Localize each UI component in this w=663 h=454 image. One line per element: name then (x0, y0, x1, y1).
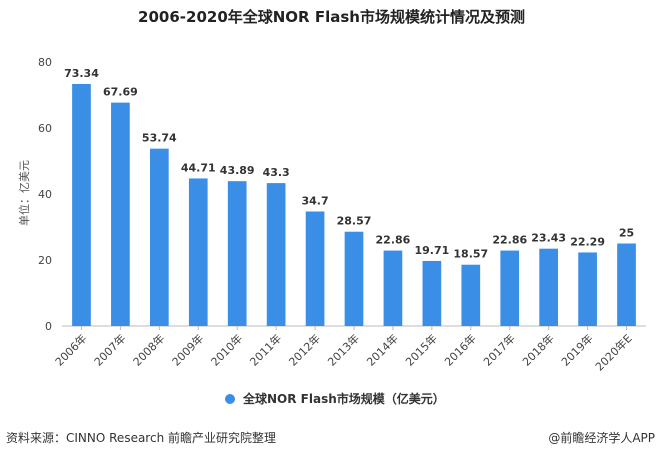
legend-marker (225, 394, 235, 404)
x-tick-label: 2008年 (130, 331, 167, 368)
bar-value-label: 23.43 (531, 232, 566, 245)
credit-note: @前瞻经济学人APP (548, 431, 655, 445)
bar (383, 250, 403, 326)
x-tick-label: 2020年E (592, 331, 634, 373)
y-tick-label: 60 (38, 122, 52, 135)
y-tick-label: 40 (38, 188, 52, 201)
x-tick-label: 2015年 (403, 331, 440, 368)
bar (227, 181, 247, 326)
bar-value-label: 67.69 (103, 86, 138, 99)
x-tick-label: 2011年 (247, 331, 284, 368)
x-tick-label: 2010年 (208, 331, 245, 368)
bar (305, 211, 325, 326)
x-tick-label: 2017年 (480, 331, 517, 368)
bar (266, 183, 286, 326)
x-tick-label: 2012年 (286, 331, 323, 368)
bar (539, 248, 559, 326)
x-tick-label: 2013年 (325, 331, 362, 368)
x-tick-label: 2018年 (519, 331, 556, 368)
bar-value-label: 43.89 (220, 164, 255, 177)
bar (422, 260, 442, 326)
bar-value-label: 44.71 (181, 161, 216, 174)
bar-value-label: 34.7 (301, 194, 328, 207)
bar-value-label: 73.34 (64, 67, 99, 80)
bar-value-label: 18.57 (453, 248, 488, 261)
chart-title: 2006-2020年全球NOR Flash市场规模统计情况及预测 (138, 8, 525, 26)
bar (461, 264, 481, 326)
bar-value-label: 25 (619, 227, 634, 240)
bar (72, 83, 91, 326)
y-tick-label: 20 (38, 254, 52, 267)
bar-value-label: 43.3 (263, 166, 290, 179)
bar (578, 252, 597, 326)
x-tick-label: 2007年 (91, 331, 128, 368)
source-note: 资料来源：CINNO Research 前瞻产业研究院整理 (6, 431, 276, 445)
bar-value-label: 53.74 (142, 132, 177, 145)
x-tick-label: 2019年 (558, 331, 595, 368)
y-tick-label: 0 (45, 320, 52, 333)
bar-value-label: 22.86 (492, 234, 527, 247)
x-tick-label: 2014年 (364, 331, 401, 368)
bar (188, 178, 208, 326)
bar (500, 250, 520, 326)
y-axis-label: 单位：亿美元 (17, 160, 31, 226)
bar-value-label: 28.57 (337, 215, 372, 228)
bar (111, 102, 130, 326)
x-tick-label: 2006年 (52, 331, 89, 368)
bar (617, 243, 636, 326)
bar-value-label: 19.71 (414, 244, 449, 257)
bar (149, 148, 169, 326)
bar-value-label: 22.29 (570, 235, 605, 248)
x-tick-label: 2009年 (169, 331, 206, 368)
y-tick-label: 80 (38, 56, 52, 69)
bar-value-label: 22.86 (376, 234, 411, 247)
legend-label: 全球NOR Flash市场规模（亿美元） (242, 391, 445, 406)
bar (344, 231, 364, 326)
x-tick-label: 2016年 (441, 331, 478, 368)
